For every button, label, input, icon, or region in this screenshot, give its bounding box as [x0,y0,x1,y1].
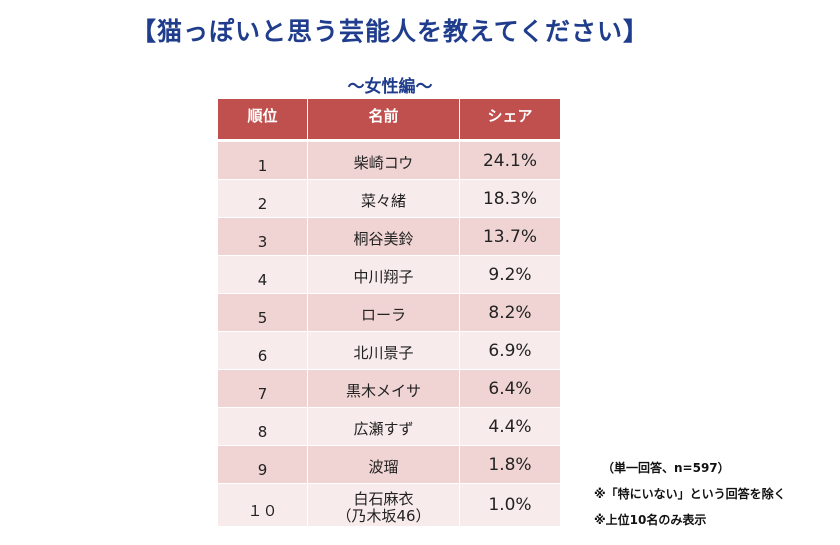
table-row: 3 桐谷美鈴 13.7% [218,218,560,256]
table-row: 5 ローラ 8.2% [218,294,560,332]
name-cell: 波瑠 [308,446,460,484]
table-row: 8 広瀬すず 4.4% [218,408,560,446]
name-line: （乃木坂46） [336,507,431,525]
rank-cell: 7 [218,370,308,408]
rank-cell: 6 [218,332,308,370]
table-row: 4 中川翔子 9.2% [218,256,560,294]
column-header-share: シェア [460,99,560,139]
ranking-table: 順位 名前 シェア 1 柴崎コウ 24.1% 2 菜々緒 18.3% 3 桐谷美鈴 13.7% 4… [218,99,560,527]
table-row: 7 黒木メイサ 6.4% [218,370,560,408]
rank-cell: 1 [218,142,308,180]
rank-cell: 4 [218,256,308,294]
name-line: 広瀬すず [353,420,414,438]
table-row: 2 菜々緒 18.3% [218,180,560,218]
name-line: 白石麻衣 [353,490,414,508]
exclusion-note: ※「特にいない」という回答を除く [594,487,786,501]
table-row: 9 波瑠 1.8% [218,446,560,484]
table-row: １０ 白石麻衣 （乃木坂46） 1.0% [218,484,560,527]
name-line: 桐谷美鈴 [353,230,414,248]
sample-note: （単一回答、n=597） [602,461,730,475]
column-header-name: 名前 [308,99,460,139]
name-cell: 柴崎コウ [308,142,460,180]
page-subtitle: ～女性編～ [347,77,433,97]
table-header-row: 順位 名前 シェア [218,99,560,139]
rank-cell: 8 [218,408,308,446]
rank-cell: １０ [218,484,308,527]
name-line: 波瑠 [368,458,399,476]
table-row: 6 北川景子 6.9% [218,332,560,370]
share-cell: 9.2% [460,256,560,294]
name-cell: 北川景子 [308,332,460,370]
name-cell: 中川翔子 [308,256,460,294]
rank-cell: 2 [218,180,308,218]
name-line: ローラ [360,306,406,324]
name-cell: 黒木メイサ [308,370,460,408]
share-cell: 24.1% [460,142,560,180]
share-cell: 4.4% [460,408,560,446]
name-cell: ローラ [308,294,460,332]
name-cell: 菜々緒 [308,180,460,218]
name-line: 菜々緒 [360,192,406,210]
share-cell: 13.7% [460,218,560,256]
name-line: 中川翔子 [353,268,414,286]
name-cell: 広瀬すず [308,408,460,446]
share-cell: 18.3% [460,180,560,218]
rank-cell: 5 [218,294,308,332]
rank-cell: 3 [218,218,308,256]
share-cell: 1.8% [460,446,560,484]
name-cell: 桐谷美鈴 [308,218,460,256]
name-line: 北川景子 [353,344,414,362]
page-title: 【猫っぽいと思う芸能人を教えてください】 [130,17,649,46]
top10-note: ※上位10名のみ表示 [594,513,707,527]
table-row: 1 柴崎コウ 24.1% [218,142,560,180]
share-cell: 6.9% [460,332,560,370]
name-line: 黒木メイサ [345,382,421,400]
share-cell: 6.4% [460,370,560,408]
name-cell: 白石麻衣 （乃木坂46） [308,484,460,527]
name-line: 柴崎コウ [353,154,414,172]
share-cell: 8.2% [460,294,560,332]
column-header-rank: 順位 [218,99,308,139]
notes: （単一回答、n=597） ※「特にいない」という回答を除く ※上位10名のみ表示 [594,455,786,533]
rank-cell: 9 [218,446,308,484]
share-cell: 1.0% [460,484,560,527]
